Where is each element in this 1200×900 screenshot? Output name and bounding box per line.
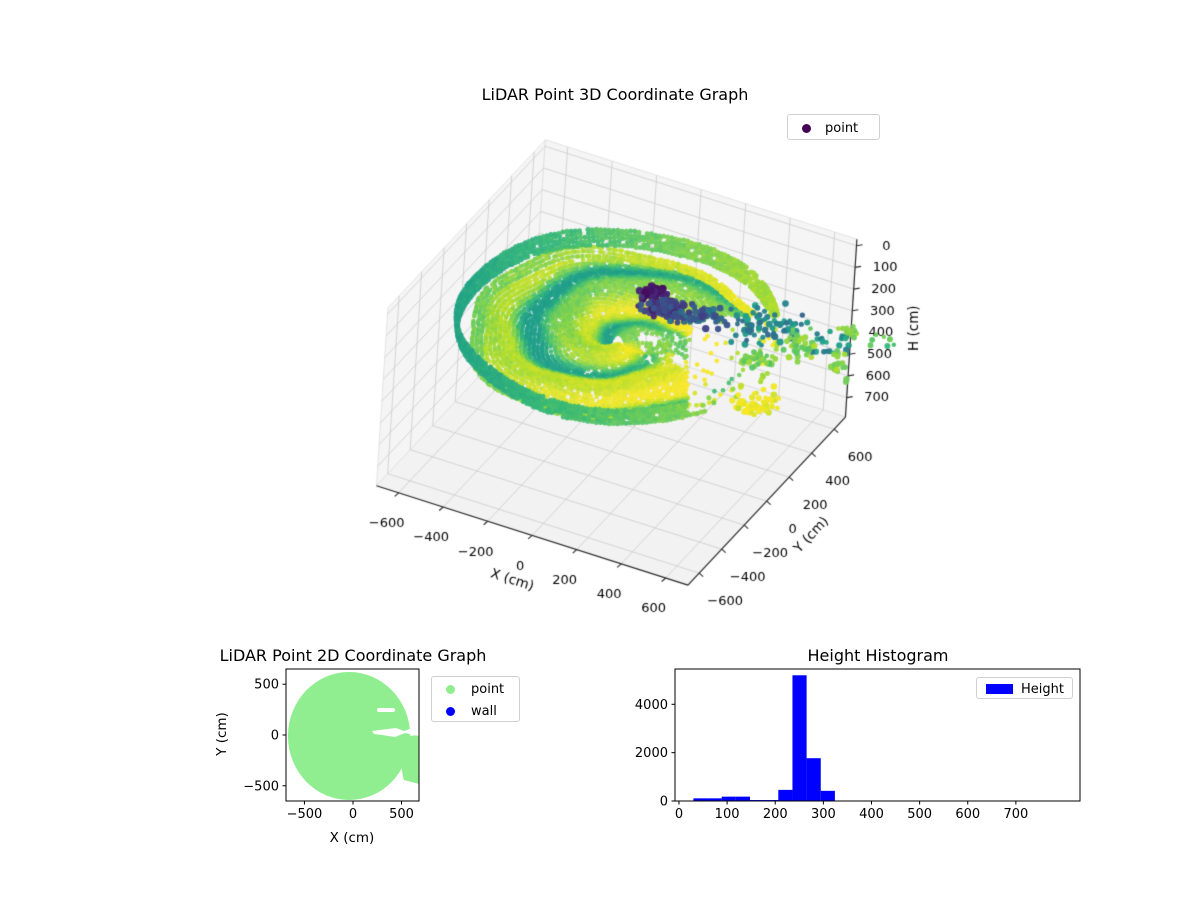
plot2d-legend-label-point: point — [471, 681, 505, 697]
svg-text:0: 0 — [675, 807, 683, 822]
plot2d-legend-label-wall: wall — [471, 703, 497, 719]
plot2d-legend: point wall — [431, 676, 520, 722]
svg-text:−500: −500 — [287, 807, 323, 822]
svg-text:4000: 4000 — [635, 698, 668, 713]
svg-text:0: 0 — [349, 807, 357, 822]
hist-legend: Height — [976, 677, 1073, 699]
hist-legend-entry-height: Height — [986, 678, 1072, 700]
plot2d-legend-entry-point: point — [446, 678, 519, 700]
plot3d-legend-label: point — [825, 120, 859, 136]
svg-text:500: 500 — [907, 807, 932, 822]
plot3d-legend-entry-point: point — [802, 117, 879, 139]
height-bar-swatch-icon — [986, 684, 1013, 694]
point-marker-icon — [802, 123, 811, 133]
plot2d-title: LiDAR Point 2D Coordinate Graph — [219, 646, 487, 665]
svg-text:200: 200 — [763, 807, 788, 822]
svg-text:0: 0 — [660, 795, 668, 810]
hist-title: Height Histogram — [807, 646, 949, 665]
svg-text:500: 500 — [254, 678, 279, 693]
svg-text:700: 700 — [1003, 807, 1028, 822]
svg-text:100: 100 — [715, 807, 740, 822]
plot3d-title: LiDAR Point 3D Coordinate Graph — [481, 85, 749, 104]
plot2d-ylabel: Y (cm) — [214, 712, 230, 756]
svg-text:−500: −500 — [243, 779, 279, 794]
svg-text:2000: 2000 — [635, 746, 668, 761]
plot3d-legend: point — [787, 114, 880, 140]
plot2d-xlabel: X (cm) — [329, 830, 375, 846]
svg-text:400: 400 — [859, 807, 884, 822]
svg-text:300: 300 — [811, 807, 836, 822]
plot2d-legend-entry-wall: wall — [446, 700, 519, 722]
svg-text:0: 0 — [271, 729, 279, 744]
point-marker-icon — [446, 684, 455, 694]
hist-legend-label: Height — [1021, 681, 1064, 697]
svg-text:500: 500 — [389, 807, 414, 822]
svg-text:600: 600 — [955, 807, 980, 822]
wall-marker-icon — [446, 706, 455, 716]
